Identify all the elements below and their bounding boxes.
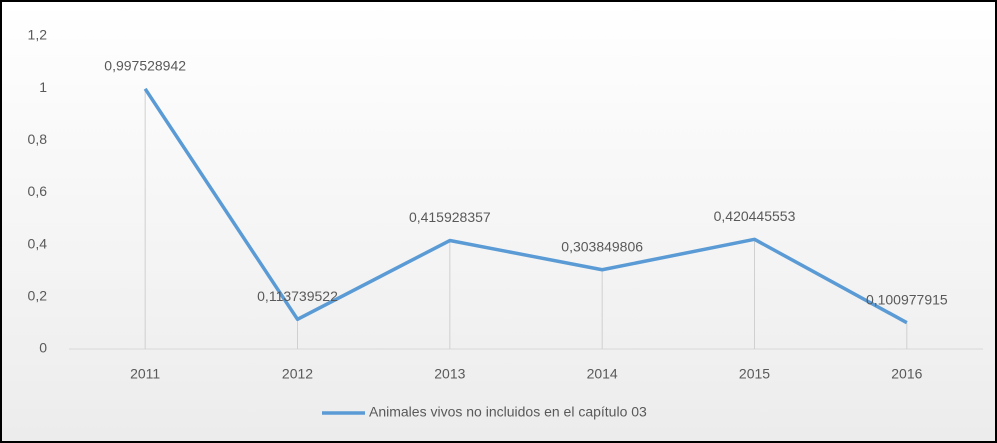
data-label: 0,415928357 — [409, 209, 491, 225]
series-line — [143, 87, 908, 325]
y-tick-label: 0,6 — [28, 183, 48, 199]
y-tick-label: 1,2 — [28, 27, 48, 43]
y-tick-label: 0,4 — [28, 235, 48, 251]
data-label: 0,303849806 — [561, 238, 643, 254]
y-tick-label: 1 — [39, 79, 47, 95]
data-label: 0,997528942 — [104, 58, 186, 74]
x-tick-label: 2014 — [587, 366, 618, 382]
y-tick-label: 0,2 — [28, 288, 48, 304]
data-label: 0,100977915 — [866, 291, 948, 307]
data-label: 0,113739522 — [257, 288, 338, 304]
x-tick-label: 2012 — [282, 366, 313, 382]
y-tick-label: 0,8 — [28, 131, 48, 147]
x-tick-label: 2016 — [891, 366, 922, 382]
y-tick-label: 0 — [39, 340, 47, 356]
data-label: 0,420445553 — [714, 208, 796, 224]
x-tick-label: 2011 — [130, 366, 160, 382]
legend-label: Animales vivos no incluidos en el capítu… — [369, 404, 647, 420]
x-tick-label: 2015 — [739, 366, 770, 382]
x-tick-label: 2013 — [434, 366, 465, 382]
